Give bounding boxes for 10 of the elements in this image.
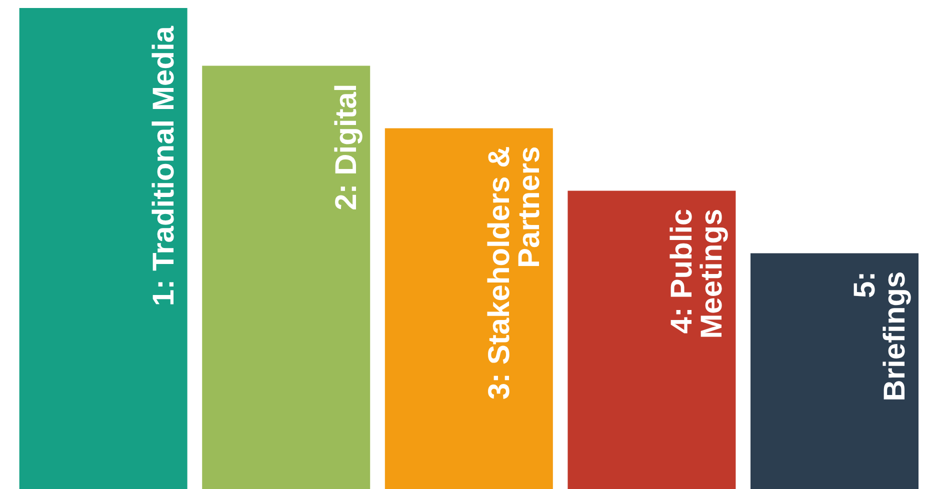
bar	[19, 8, 188, 489]
x-tick-label: 2: Digital	[330, 84, 364, 210]
x-tick-label: 4: Public Meetings	[666, 208, 729, 339]
bar	[568, 190, 736, 489]
bar	[202, 66, 370, 489]
bar	[750, 253, 919, 489]
x-tick-label: 3: Stakeholders & Partners	[482, 146, 546, 400]
bar	[384, 128, 553, 489]
x-tick-label: 1: Traditional Media	[147, 26, 180, 306]
x-tick-label: 5: Briefings	[848, 271, 912, 402]
